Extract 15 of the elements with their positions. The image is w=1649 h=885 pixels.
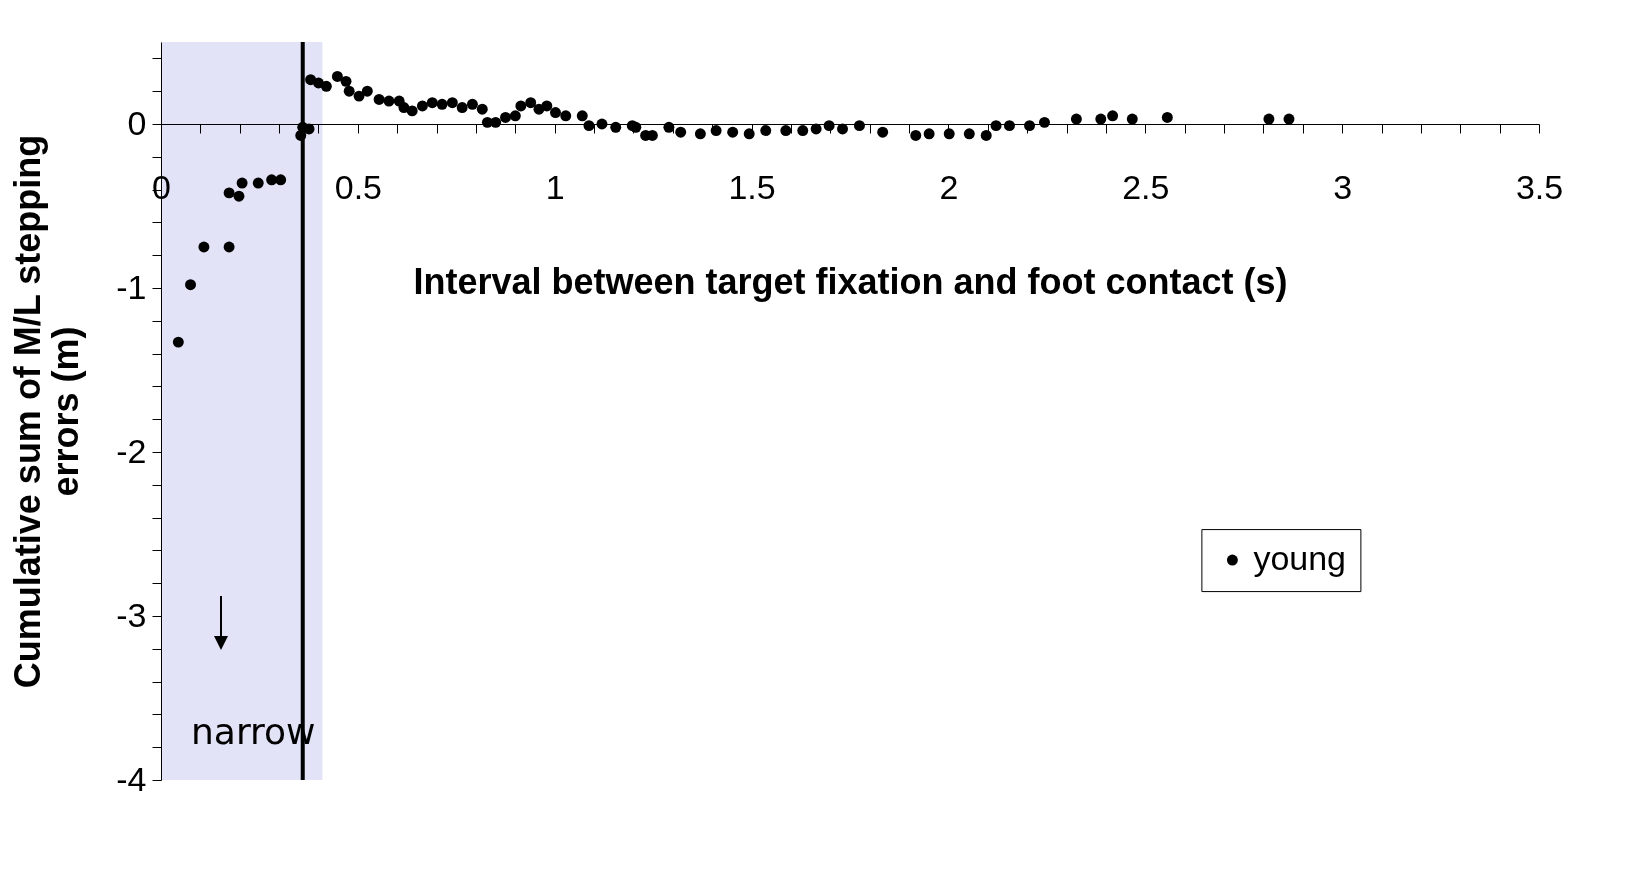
- x-tick-label: 1: [545, 167, 565, 206]
- y-tick-label: -2: [116, 431, 147, 470]
- x-tick-label: 2.5: [1122, 167, 1170, 206]
- x-tick-label: 3.5: [1515, 167, 1564, 206]
- y-axis-title: Cumulative sum of M/L stepping errors (m): [7, 134, 87, 689]
- y-tick-label: -4: [116, 759, 147, 798]
- x-tick-label: 0.5: [334, 167, 382, 206]
- y-tick-label: -3: [116, 595, 147, 634]
- x-tick-label: 2: [939, 167, 959, 206]
- x-axis-title: Interval between target fixation and foot contact (s): [413, 260, 1288, 302]
- x-tick-label: 3: [1333, 167, 1353, 206]
- legend-label: young: [1253, 539, 1347, 578]
- y-tick-label: -1: [116, 267, 147, 306]
- y-tick-label: 0: [127, 103, 147, 142]
- x-tick-label: 1.5: [728, 167, 776, 206]
